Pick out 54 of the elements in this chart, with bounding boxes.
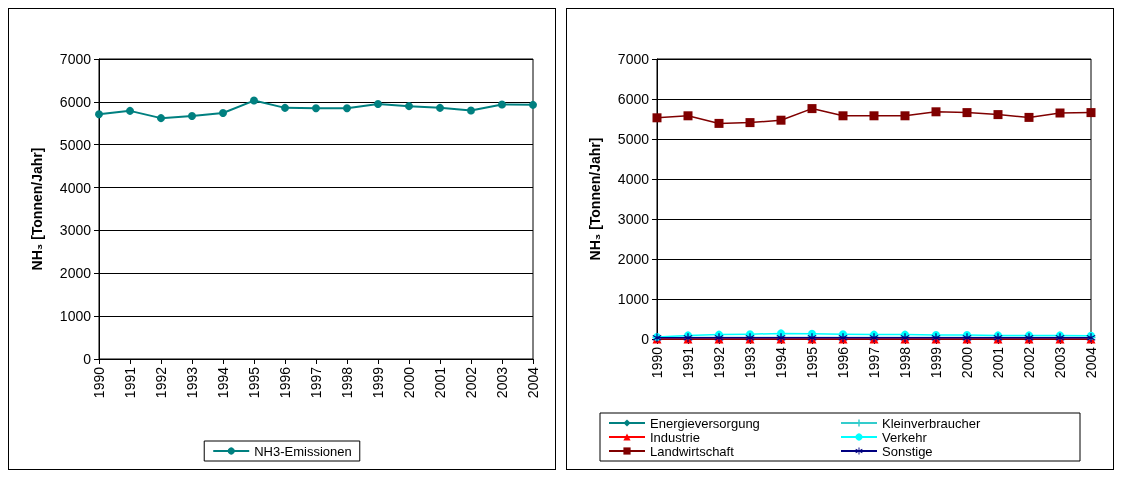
y-tick-label: 6000 bbox=[617, 91, 650, 107]
y-tick-label: 3000 bbox=[617, 211, 650, 227]
x-tick-label: 2003 bbox=[1052, 346, 1068, 379]
y-tick-label: 4000 bbox=[59, 179, 92, 196]
y-tick-label: 2000 bbox=[617, 251, 650, 267]
x-tick-label: 2001 bbox=[432, 366, 448, 399]
y-axis-title: NH₃ [Tonnen/Jahr] bbox=[29, 147, 45, 271]
legend-label: Kleinverbraucher bbox=[882, 415, 981, 431]
x-tick-label: 1993 bbox=[184, 366, 200, 399]
x-tick-label: 1992 bbox=[711, 346, 727, 379]
x-tick-label: 1993 bbox=[742, 346, 758, 379]
x-tick-label: 2000 bbox=[401, 366, 417, 399]
x-tick-label: 1998 bbox=[339, 366, 355, 399]
legend-label: Landwirtschaft bbox=[650, 443, 735, 459]
x-tick-label: 2002 bbox=[463, 366, 479, 399]
x-tick-label: 1994 bbox=[773, 346, 789, 379]
x-tick-label: 1997 bbox=[308, 366, 324, 399]
y-tick-label: 6000 bbox=[59, 93, 92, 110]
y-tick-label: 7000 bbox=[617, 51, 650, 67]
x-tick-label: 2004 bbox=[1083, 346, 1099, 379]
x-tick-label: 2003 bbox=[494, 366, 510, 399]
y-tick-label: 2000 bbox=[59, 265, 92, 282]
y-tick-label: 1000 bbox=[59, 308, 92, 325]
legend-label: Verkehr bbox=[882, 429, 928, 445]
y-tick-label: 1000 bbox=[617, 291, 650, 307]
y-tick-label: 3000 bbox=[59, 222, 92, 239]
x-tick-label: 1999 bbox=[928, 346, 944, 379]
y-tick-label: 0 bbox=[641, 331, 650, 347]
y-axis-title: NH₃ [Tonnen/Jahr] bbox=[587, 137, 603, 261]
x-tick-label: 2000 bbox=[959, 346, 975, 379]
x-tick-label: 1991 bbox=[122, 366, 138, 399]
y-tick-label: 4000 bbox=[617, 171, 650, 187]
x-tick-label: 2004 bbox=[525, 366, 541, 399]
x-tick-label: 2002 bbox=[1021, 346, 1037, 379]
x-tick-label: 2001 bbox=[990, 346, 1006, 379]
y-tick-label: 5000 bbox=[617, 131, 650, 147]
x-tick-label: 1997 bbox=[866, 346, 882, 379]
y-tick-label: 0 bbox=[83, 351, 92, 367]
x-tick-label: 1995 bbox=[804, 346, 820, 379]
x-tick-label: 1998 bbox=[897, 346, 913, 379]
y-tick-label: 7000 bbox=[59, 51, 92, 67]
x-tick-label: 1994 bbox=[215, 366, 231, 399]
x-tick-label: 1992 bbox=[153, 366, 169, 399]
x-tick-label: 1996 bbox=[835, 346, 851, 379]
x-tick-label: 1990 bbox=[649, 346, 665, 379]
legend-label: Energieversorgung bbox=[650, 415, 760, 431]
x-tick-label: 1990 bbox=[91, 366, 107, 399]
x-tick-label: 1995 bbox=[246, 366, 262, 399]
y-tick-label: 5000 bbox=[59, 136, 92, 153]
legend-label: Sonstige bbox=[882, 443, 933, 459]
x-tick-label: 1991 bbox=[680, 346, 696, 379]
x-tick-label: 1996 bbox=[277, 366, 293, 399]
x-tick-label: 1999 bbox=[370, 366, 386, 399]
legend-label: NH3-Emissionen bbox=[254, 443, 352, 459]
